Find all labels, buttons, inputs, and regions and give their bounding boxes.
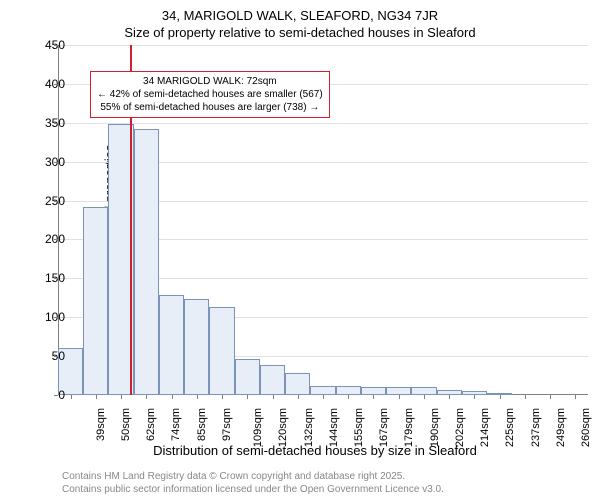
x-tick-mark <box>172 395 173 399</box>
x-tick-mark <box>222 395 223 399</box>
x-tick-mark <box>449 395 450 399</box>
x-tick-mark <box>424 395 425 399</box>
y-tick-mark <box>54 239 58 240</box>
x-tick-mark <box>348 395 349 399</box>
x-tick-label: 237sqm <box>530 408 542 447</box>
y-tick-mark <box>54 201 58 202</box>
x-tick-label: 179sqm <box>404 408 416 447</box>
x-tick-label: 120sqm <box>277 408 289 447</box>
footer-line1: Contains HM Land Registry data © Crown c… <box>62 470 444 483</box>
histogram-bar <box>184 299 209 395</box>
x-tick-mark <box>575 395 576 399</box>
chart-container: 34, MARIGOLD WALK, SLEAFORD, NG34 7JR Si… <box>0 0 600 500</box>
x-tick-mark <box>399 395 400 399</box>
x-tick-label: 249sqm <box>555 408 567 447</box>
x-tick-label: 225sqm <box>505 408 517 447</box>
x-tick-mark <box>373 395 374 399</box>
y-tick-mark <box>54 45 58 46</box>
x-tick-label: 190sqm <box>429 408 441 447</box>
y-axis-line <box>58 45 59 395</box>
x-tick-mark <box>146 395 147 399</box>
x-tick-mark <box>298 395 299 399</box>
histogram-bar <box>336 386 361 395</box>
x-tick-mark <box>71 395 72 399</box>
x-tick-label: 202sqm <box>454 408 466 447</box>
histogram-bar <box>235 359 260 395</box>
y-tick-mark <box>54 162 58 163</box>
x-tick-label: 39sqm <box>95 408 107 441</box>
x-tick-label: 214sqm <box>479 408 491 447</box>
x-tick-label: 260sqm <box>580 408 592 447</box>
footer-attribution: Contains HM Land Registry data © Crown c… <box>62 470 444 496</box>
x-tick-mark <box>525 395 526 399</box>
y-tick-mark <box>54 84 58 85</box>
annotation-line2: ← 42% of semi-detached houses are smalle… <box>97 88 323 101</box>
histogram-bar <box>209 307 234 395</box>
x-tick-mark <box>247 395 248 399</box>
x-tick-label: 144sqm <box>328 408 340 447</box>
histogram-bar <box>285 373 310 395</box>
histogram-bar <box>134 129 159 395</box>
x-tick-mark <box>121 395 122 399</box>
gridline <box>58 123 588 124</box>
x-tick-mark <box>197 395 198 399</box>
histogram-bar <box>260 365 285 395</box>
x-tick-label: 62sqm <box>145 408 157 441</box>
x-tick-label: 109sqm <box>252 408 264 447</box>
histogram-bar <box>361 387 386 395</box>
x-tick-mark <box>96 395 97 399</box>
histogram-bar <box>310 386 335 395</box>
x-tick-label: 155sqm <box>353 408 365 447</box>
annotation-line1: 34 MARIGOLD WALK: 72sqm <box>97 75 323 88</box>
annotation-line3: 55% of semi-detached houses are larger (… <box>97 101 323 114</box>
histogram-bar <box>386 387 411 395</box>
x-tick-label: 132sqm <box>303 408 315 447</box>
chart-title-line1: 34, MARIGOLD WALK, SLEAFORD, NG34 7JR <box>0 8 600 23</box>
chart-title-line2: Size of property relative to semi-detach… <box>0 25 600 40</box>
x-tick-mark <box>323 395 324 399</box>
x-tick-label: 50sqm <box>120 408 132 441</box>
x-tick-mark <box>500 395 501 399</box>
y-tick-mark <box>54 317 58 318</box>
x-tick-mark <box>474 395 475 399</box>
annotation-box: 34 MARIGOLD WALK: 72sqm ← 42% of semi-de… <box>90 71 330 118</box>
histogram-bar <box>411 387 436 395</box>
footer-line2: Contains public sector information licen… <box>62 483 444 496</box>
x-tick-label: 74sqm <box>170 408 182 441</box>
gridline <box>58 45 588 46</box>
y-tick-label: 0 <box>58 388 65 402</box>
y-tick-mark <box>54 123 58 124</box>
histogram-bar <box>159 295 184 395</box>
y-tick-mark <box>54 278 58 279</box>
x-tick-label: 85sqm <box>196 408 208 441</box>
histogram-bar <box>83 207 108 395</box>
x-tick-label: 167sqm <box>378 408 390 447</box>
x-tick-mark <box>550 395 551 399</box>
plot-area: 34 MARIGOLD WALK: 72sqm ← 42% of semi-de… <box>58 45 588 395</box>
y-tick-mark <box>54 356 58 357</box>
y-tick-mark <box>54 395 58 396</box>
x-tick-mark <box>273 395 274 399</box>
x-tick-label: 97sqm <box>221 408 233 441</box>
